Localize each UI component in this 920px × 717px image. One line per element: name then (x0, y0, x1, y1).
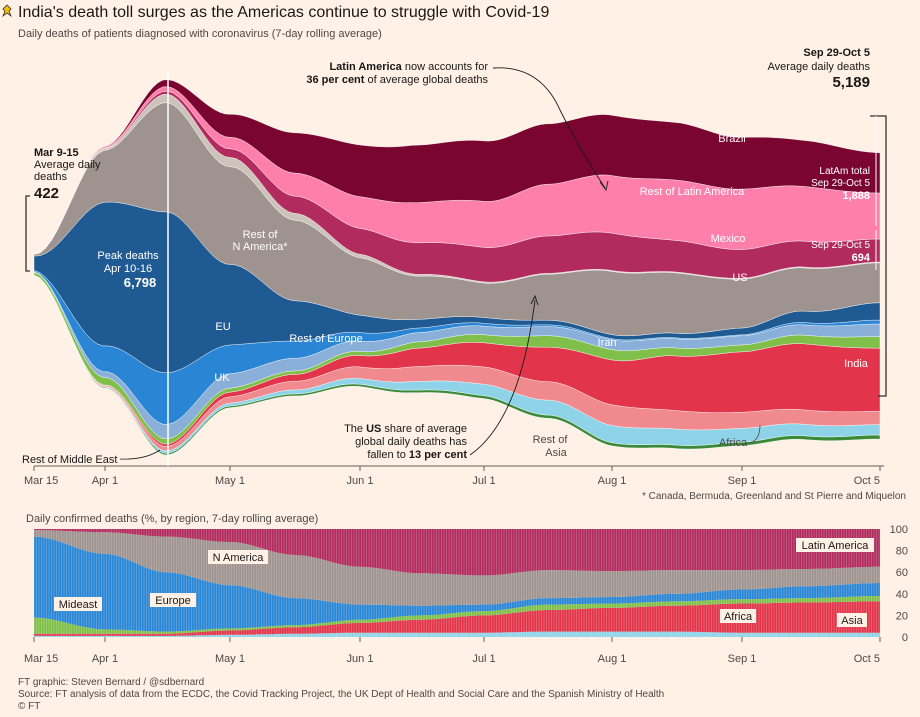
x-tick-label: Jun 1 (347, 475, 374, 487)
peak-annotation-line1: Peak deaths (97, 250, 159, 262)
end-annotation-head: Sep 29-Oct 5 (803, 47, 870, 59)
peak-annotation-line2: Apr 10-16 (104, 263, 152, 275)
footer-source: Source: FT analysis of data from the ECD… (18, 689, 665, 700)
pin-icon (2, 4, 12, 18)
label-iran: Iran (598, 337, 617, 349)
label-rest-latam: Rest of Latin America (640, 186, 745, 198)
lower-area-asia (34, 601, 880, 636)
footnote: * Canada, Bermuda, Greenland and St Pier… (642, 491, 906, 502)
end-bracket (870, 115, 887, 397)
lower-area-latin-america (34, 529, 880, 576)
x-tick-label: Aug 1 (598, 475, 627, 487)
us-share-arrow (469, 299, 536, 456)
label-eu: EU (215, 321, 230, 333)
label-rest-asia-1: Rest of (533, 434, 569, 446)
latam-annotation-line2: 36 per cent of average global deaths (306, 74, 488, 86)
latam-total-line2: Sep 29-Oct 5 (811, 178, 870, 189)
x-tick-label: Sep 1 (728, 475, 757, 487)
label-brazil: Brazil (718, 133, 746, 145)
chart-subtitle: Daily deaths of patients diagnosed with … (18, 28, 382, 40)
label-uk: UK (214, 372, 230, 384)
x-tick-label: Sep 1 (728, 653, 757, 665)
label-us: US (732, 272, 747, 284)
x-tick-label: Mar 15 (24, 653, 58, 665)
start-annotation-head: Mar 9-15 (34, 147, 79, 159)
start-annotation-sub2: deaths (34, 171, 68, 183)
lower-label-mideast: Mideast (59, 599, 98, 611)
label-mexico: Mexico (711, 233, 746, 245)
lower-label-africa: Africa (724, 611, 753, 623)
label-bg-africa (720, 609, 756, 623)
peak-annotation-value: 6,798 (124, 275, 157, 290)
label-bg-latam (796, 538, 874, 552)
latam-annotation-arrow (492, 67, 606, 189)
lower-area-africa (34, 631, 880, 637)
label-rest-europe: Rest of Europe (289, 333, 362, 345)
label-rest-na-1: Rest of (243, 229, 279, 241)
x-tick-label: Oct 5 (854, 475, 880, 487)
x-tick-label: Jul 1 (472, 653, 495, 665)
x-tick-label: Jun 1 (347, 653, 374, 665)
middle-east-leader (119, 449, 161, 460)
lower-label-asia: Asia (841, 615, 863, 627)
lower-y-axis: 0 20 40 60 80 100 (890, 524, 908, 644)
x-tick-label: Apr 1 (92, 475, 118, 487)
label-rest-middle-east: Rest of Middle East (22, 454, 117, 466)
us-share-line1: The US share of average (344, 423, 467, 435)
x-tick-label: Aug 1 (598, 653, 627, 665)
label-india: India (844, 358, 869, 370)
label-bg-na (208, 550, 268, 564)
latam-total-line1: LatAm total (819, 166, 870, 177)
lower-chart (33, 529, 880, 637)
lower-label-na: N America (213, 552, 265, 564)
us-share-line3: fallen to 13 per cent (367, 449, 467, 461)
x-tick-label: Apr 1 (92, 653, 118, 665)
lower-area-mideast (34, 596, 880, 634)
chart-title: India's death toll surges as the America… (18, 4, 550, 21)
label-bg-europe (150, 593, 196, 607)
y-tick-label: 0 (902, 632, 908, 644)
lower-chart-title: Daily confirmed deaths (%, by region, 7-… (26, 513, 318, 525)
us-share-line2: global daily deaths has (355, 436, 467, 448)
label-rest-na-2: N America* (232, 241, 288, 253)
stream-layer-brazil (33, 79, 881, 255)
y-tick-label: 80 (896, 546, 908, 558)
label-rest-asia-2: Asia (545, 447, 567, 459)
latam-arrowhead (599, 180, 609, 192)
footer-copyright: © FT (18, 701, 41, 712)
lower-label-europe: Europe (155, 595, 190, 607)
end-annotation-sub: Average daily deaths (767, 61, 870, 73)
africa-leader (749, 424, 761, 444)
us-total-value: 694 (852, 252, 871, 264)
streamgraph (33, 79, 881, 456)
x-tick-label: May 1 (215, 475, 245, 487)
x-tick-label: Jul 1 (472, 475, 495, 487)
x-tick-label: May 1 (215, 653, 245, 665)
start-annotation-value: 422 (34, 185, 59, 202)
footer-credit: FT graphic: Steven Bernard / @sdbernard (18, 677, 205, 688)
y-tick-label: 60 (896, 567, 908, 579)
lower-label-latam: Latin America (802, 540, 870, 552)
start-bracket (25, 195, 30, 272)
end-annotation-value: 5,189 (832, 74, 870, 91)
latam-annotation-line1: Latin America now accounts for (329, 61, 488, 73)
label-bg-asia (837, 613, 867, 627)
x-tick-label: Oct 5 (854, 653, 880, 665)
y-tick-label: 100 (890, 524, 908, 536)
x-tick-label: Mar 15 (24, 475, 58, 487)
y-tick-label: 40 (896, 589, 908, 601)
y-tick-label: 20 (896, 610, 908, 622)
us-total-line1: Sep 29-Oct 5 (811, 240, 870, 251)
label-bg-mideast (54, 597, 102, 611)
latam-total-value: 1,888 (842, 190, 870, 202)
lower-area-n-america (34, 530, 880, 606)
x-axis-top: Mar 15 Apr 1 May 1 Jun 1 Jul 1 Aug 1 Sep 1 Oct … (24, 465, 884, 487)
label-africa: Africa (719, 437, 748, 449)
x-axis-bottom: Mar 15 Apr 1 May 1 Jun 1 Jul 1 Aug 1 Sep 1 Oct … (24, 637, 881, 665)
lower-area-europe (34, 536, 880, 632)
us-share-arrowhead (530, 294, 539, 306)
start-annotation-sub1: Average daily (34, 159, 101, 171)
